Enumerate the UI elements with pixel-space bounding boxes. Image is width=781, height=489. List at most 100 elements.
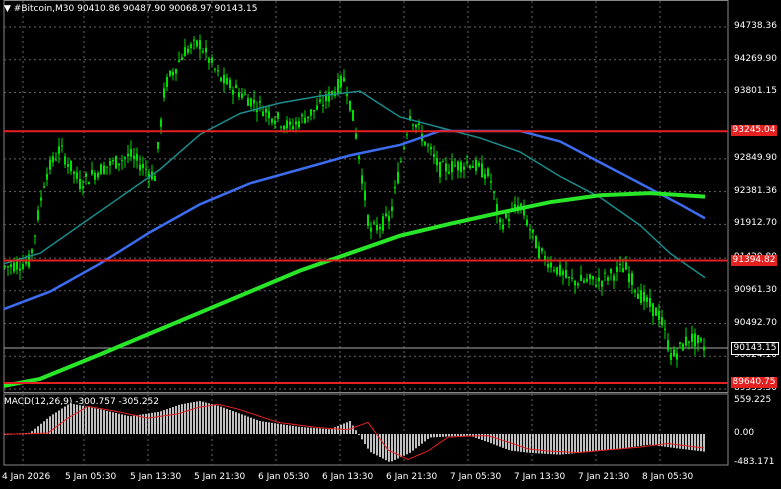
time-tick-label: 5 Jan 13:30 — [130, 472, 182, 482]
macd-bar — [625, 434, 627, 448]
price-tick-label: 90961.30 — [734, 284, 777, 295]
price-tick-label: 92849.90 — [734, 152, 777, 163]
macd-bar — [265, 421, 267, 434]
candle-body — [424, 141, 426, 146]
candle-body — [544, 256, 546, 262]
macd-bar — [298, 426, 300, 434]
price-tick-label: 90024.10 — [734, 350, 777, 361]
candle-body — [358, 155, 360, 160]
macd-bar — [304, 427, 306, 434]
macd-bar — [130, 416, 132, 434]
macd-bar — [256, 419, 258, 434]
macd-bar — [523, 434, 525, 453]
candle-body — [589, 274, 591, 279]
macd-bar — [88, 407, 90, 434]
candle-body — [535, 236, 537, 249]
candle-body — [505, 213, 507, 218]
candle-body — [178, 60, 180, 62]
candle-body — [643, 291, 645, 302]
macd-bar — [622, 434, 624, 449]
macd-bar — [406, 434, 408, 455]
candle-body — [700, 338, 702, 341]
macd-bar — [181, 404, 183, 434]
candle-body — [241, 93, 243, 98]
macd-bar — [238, 413, 240, 434]
candle-body — [604, 272, 606, 274]
macd-bar — [268, 422, 270, 434]
macd-bar — [283, 424, 285, 434]
macd-bar — [94, 408, 96, 434]
candle-body — [64, 156, 66, 165]
candle-body — [202, 51, 204, 53]
macd-bar — [247, 416, 249, 434]
macd-bar — [85, 406, 87, 434]
macd-bar — [223, 407, 225, 434]
candle-body — [271, 118, 273, 123]
macd-bar — [148, 413, 150, 434]
macd-bar — [388, 434, 390, 462]
candle-body — [457, 161, 459, 171]
candle-body — [343, 77, 345, 82]
candle-body — [196, 40, 198, 47]
candle-body — [316, 105, 318, 110]
candle-body — [499, 218, 501, 223]
time-tick-label: 8 Jan 05:30 — [642, 472, 694, 482]
candle-body — [262, 111, 264, 116]
candle-body — [232, 89, 234, 95]
macd-bar — [685, 434, 687, 450]
candle-body — [193, 39, 195, 41]
candles — [4, 34, 705, 368]
candle-body — [487, 168, 489, 177]
macd-bar — [442, 434, 444, 437]
candle-body — [100, 164, 102, 175]
macd-bar — [337, 425, 339, 434]
candle-body — [136, 153, 138, 161]
candle-body — [574, 280, 576, 286]
candle-body — [373, 222, 375, 224]
candle-body — [451, 161, 453, 173]
moving-average-slow — [3, 191, 706, 388]
macd-bar — [175, 405, 177, 434]
candle-body — [163, 88, 165, 98]
macd-bar — [418, 434, 420, 446]
candle-body — [436, 158, 438, 166]
candle-body — [172, 71, 174, 76]
candle-body — [577, 283, 579, 286]
macd-bar — [610, 434, 612, 450]
candle-body — [298, 121, 300, 128]
candle-body — [244, 93, 246, 95]
macd-bar — [289, 425, 291, 434]
candle-body — [508, 218, 510, 222]
candle-body — [637, 293, 639, 299]
macd-bar — [187, 403, 189, 434]
macd-bar — [37, 426, 39, 434]
macd-bar — [598, 434, 600, 451]
macd-bar — [580, 434, 582, 453]
macd-bar — [568, 434, 570, 454]
macd-bar — [274, 423, 276, 434]
candle-body — [76, 172, 78, 179]
candle-body — [631, 273, 633, 285]
macd-bar — [691, 434, 693, 451]
candle-body — [274, 120, 276, 124]
candle-body — [130, 149, 132, 157]
macd-bar — [205, 402, 207, 434]
macd-bar — [124, 415, 126, 434]
candle-body — [433, 154, 435, 158]
candle-body — [538, 246, 540, 259]
candle-body — [313, 109, 315, 112]
macd-bar — [349, 421, 351, 434]
macd-bar — [544, 434, 546, 454]
macd-bar — [376, 434, 378, 456]
candle-body — [10, 264, 12, 268]
candle-body — [340, 76, 342, 88]
candle-body — [265, 108, 267, 113]
candle-body — [85, 173, 87, 177]
macd-bar — [259, 421, 261, 434]
macd-bar — [235, 412, 237, 434]
candle-body — [310, 109, 312, 116]
candle-body — [607, 277, 609, 281]
macd-bar — [541, 434, 543, 454]
